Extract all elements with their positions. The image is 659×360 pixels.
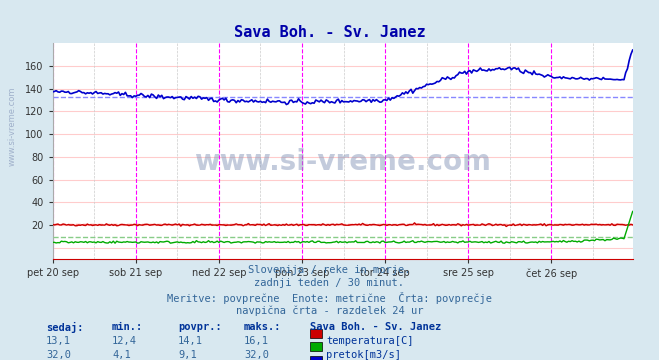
- Text: 12,4: 12,4: [112, 336, 137, 346]
- Text: povpr.:: povpr.:: [178, 322, 221, 332]
- Text: www.si-vreme.com: www.si-vreme.com: [8, 86, 17, 166]
- Bar: [310, 342, 322, 351]
- Text: temperatura[C]: temperatura[C]: [326, 336, 414, 346]
- Text: Sava Boh. - Sv. Janez: Sava Boh. - Sv. Janez: [234, 25, 425, 40]
- Text: min.:: min.:: [112, 322, 143, 332]
- Text: Meritve: povprečne  Enote: metrične  Črta: povprečje: Meritve: povprečne Enote: metrične Črta:…: [167, 292, 492, 304]
- Text: Slovenija / reke in morje.: Slovenija / reke in morje.: [248, 265, 411, 275]
- Text: 16,1: 16,1: [244, 336, 269, 346]
- Text: sedaj:: sedaj:: [46, 322, 84, 333]
- Text: navpična črta - razdelek 24 ur: navpična črta - razdelek 24 ur: [236, 306, 423, 316]
- Text: 9,1: 9,1: [178, 350, 196, 360]
- Text: 32,0: 32,0: [244, 350, 269, 360]
- Text: 4,1: 4,1: [112, 350, 130, 360]
- Text: 13,1: 13,1: [46, 336, 71, 346]
- Text: pretok[m3/s]: pretok[m3/s]: [326, 350, 401, 360]
- Bar: [310, 356, 322, 360]
- Text: zadnji teden / 30 minut.: zadnji teden / 30 minut.: [254, 278, 405, 288]
- Text: 14,1: 14,1: [178, 336, 203, 346]
- Text: 32,0: 32,0: [46, 350, 71, 360]
- Bar: [310, 329, 322, 338]
- Text: maks.:: maks.:: [244, 322, 281, 332]
- Text: Sava Boh. - Sv. Janez: Sava Boh. - Sv. Janez: [310, 322, 441, 332]
- Text: www.si-vreme.com: www.si-vreme.com: [194, 148, 491, 176]
